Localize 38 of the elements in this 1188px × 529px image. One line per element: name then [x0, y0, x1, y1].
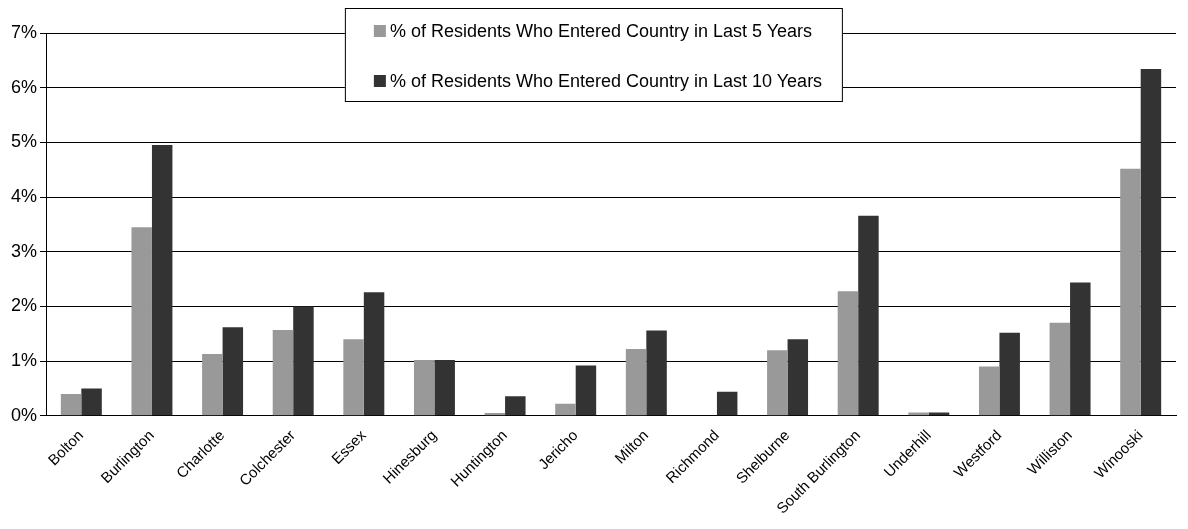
bar — [413, 360, 435, 416]
bar — [978, 366, 1000, 416]
y-tick-label: 7% — [11, 21, 38, 42]
legend-label: % of Residents Who Entered Country in Last 5 Years — [389, 21, 813, 41]
bar — [555, 403, 576, 416]
y-tick-label: 3% — [11, 240, 38, 261]
y-tick-label: 6% — [11, 76, 38, 97]
bar — [434, 360, 455, 416]
bar — [767, 350, 788, 416]
bar — [60, 393, 82, 416]
bar — [81, 388, 102, 416]
y-tick-label: 4% — [11, 186, 38, 207]
bar — [625, 349, 647, 416]
bar — [575, 365, 597, 416]
bar — [858, 215, 879, 416]
bar — [343, 339, 364, 416]
bar — [1120, 168, 1141, 416]
bar — [202, 354, 223, 416]
bar — [646, 330, 667, 416]
bar — [999, 332, 1020, 416]
bar — [716, 391, 738, 416]
legend-label: % of Residents Who Entered Country in Last 10 Years — [389, 71, 823, 91]
bar — [131, 227, 152, 416]
bar — [293, 306, 314, 416]
y-tick-label: 1% — [11, 350, 38, 371]
y-tick-label: 0% — [11, 404, 38, 425]
bar — [837, 291, 859, 416]
y-tick-label: 2% — [11, 295, 38, 316]
bar — [505, 396, 526, 416]
bar — [1070, 282, 1091, 416]
bar — [363, 292, 385, 416]
y-tick-label: 5% — [11, 131, 38, 152]
bar — [1049, 322, 1071, 416]
bar — [787, 339, 809, 416]
bar — [1140, 69, 1162, 416]
bar — [222, 327, 244, 416]
bar — [151, 145, 173, 416]
bar — [272, 329, 294, 416]
